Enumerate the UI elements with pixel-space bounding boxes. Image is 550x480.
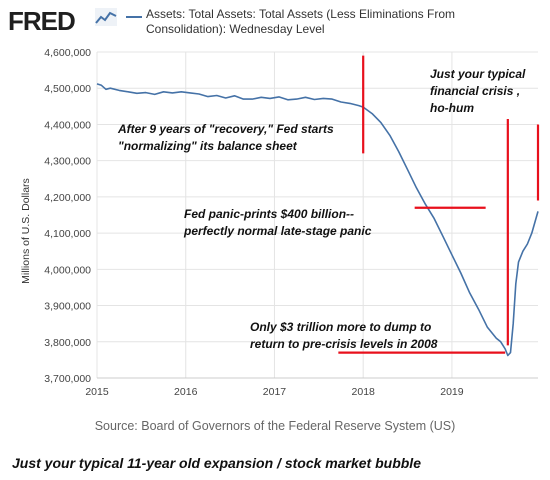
annotation-text: "normalizing" its balance sheet (118, 139, 298, 153)
y-axis-label: Millions of U.S. Dollars (20, 178, 32, 284)
y-tick-label: 3,800,000 (44, 337, 91, 349)
annotation-text: Just your typical (430, 67, 526, 81)
y-tick-label: 4,500,000 (44, 83, 91, 95)
line-chart: 3,700,000 3,800,000 3,900,000 4,000,000 4,10… (44, 47, 540, 398)
legend-series-swatch (126, 16, 142, 18)
plot-area (97, 52, 538, 378)
annotation-text: ho-hum (430, 101, 474, 115)
annotation-text: perfectly normal late-stage panic (183, 224, 372, 238)
x-tick-label: 2018 (352, 386, 376, 398)
caption: Just your typical 11-year old expansion … (12, 455, 421, 471)
source-note: Source: Board of Governors of the Federa… (94, 419, 456, 433)
annotation-text: return to pre-crisis levels in 2008 (250, 337, 438, 351)
y-tick-label: 4,300,000 (44, 156, 91, 168)
y-tick-label: 4,000,000 (44, 264, 91, 276)
annotation-text: Fed panic-prints $400 billion-- (184, 207, 354, 221)
annotation-text: After 9 years of "recovery," Fed starts (117, 122, 334, 136)
y-tick-label: 4,200,000 (44, 192, 91, 204)
y-tick-label: 4,400,000 (44, 119, 91, 131)
chart-panel: FRED Assets: Total Assets: Total Assets … (8, 6, 540, 433)
fred-logo: FRED (8, 6, 76, 36)
annotation-text: financial crisis , (430, 84, 520, 98)
series-line (96, 83, 539, 357)
y-tick-label: 3,900,000 (44, 301, 91, 313)
x-tick-label: 2016 (174, 386, 198, 398)
fred-chart-icon (95, 8, 117, 26)
x-tick-label: 2017 (263, 386, 287, 398)
x-tick-label: 2015 (85, 386, 109, 398)
annotation-text: Only $3 trillion more to dump to (250, 320, 431, 334)
y-tick-label: 3,700,000 (44, 373, 91, 385)
y-tick-label: 4,600,000 (44, 47, 91, 59)
y-tick-label: 4,100,000 (44, 228, 91, 240)
x-tick-label: 2019 (440, 386, 464, 398)
legend-series-label: Assets: Total Assets: Total Assets (Less… (146, 7, 456, 36)
